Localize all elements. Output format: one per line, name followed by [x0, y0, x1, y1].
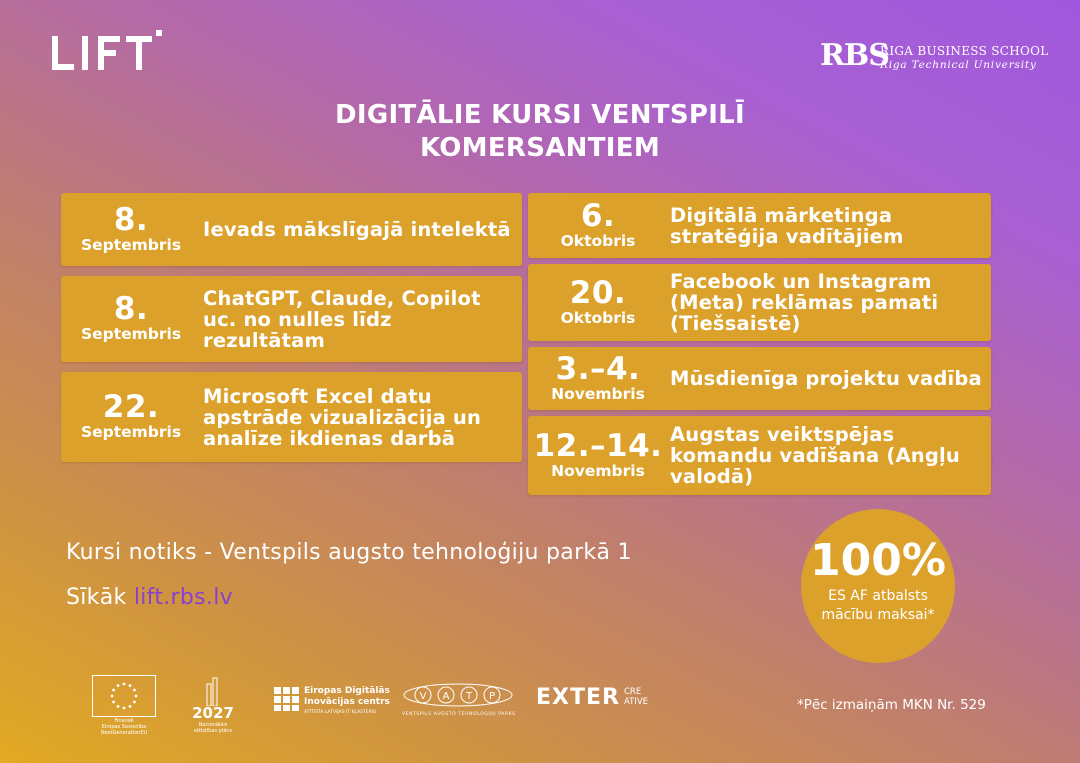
course-date: 6. Oktobris: [528, 193, 668, 258]
support-badge: 100% ES AF atbalsts mācību maksai*: [801, 509, 955, 663]
course-card: 8. Septembris Ievads mākslīgajā intelekt…: [61, 193, 522, 266]
national-plan-caption: Nacionālais attīstības plāns: [184, 722, 242, 734]
vatp-letter: A: [443, 691, 450, 702]
course-card: 20. Oktobris Facebook un Instagram (Meta…: [528, 264, 991, 341]
course-date: 3.–4. Novembris: [528, 347, 668, 410]
support-text-line-1: ES AF atbalsts: [828, 588, 928, 604]
vatp-logo: V A T P VENTSPILS AUGSTO TEHNOLOĢIJU PAR…: [402, 682, 516, 718]
eu-flag-icon: [92, 675, 156, 717]
page-title-line-2: KOMERSANTIEM: [420, 133, 660, 163]
course-month: Novembris: [551, 461, 645, 480]
course-title: Mūsdienīga projektu vadība: [670, 367, 982, 390]
vatp-letters-icon: V A T P: [403, 683, 513, 707]
support-percent: 100%: [810, 535, 946, 586]
page-title: DIGITĀLIE KURSI VENTSPILĪ KOMERSANTIEM: [240, 99, 840, 165]
edih-subtitle: ATTĪSTĪA LATVIJAS IT KLASTERIS: [304, 710, 376, 715]
eu-funding-logo: Finansē Eiropas Savienība NextGeneration…: [92, 675, 156, 736]
edih-grid-icon: [274, 687, 299, 711]
national-plan-bars-icon: [206, 677, 218, 707]
edih-logo: Eiropas Digitālās Inovācijas centrs ATTĪ…: [274, 686, 404, 718]
course-month: Septembris: [80, 325, 182, 343]
course-day: 12.–14.: [533, 427, 663, 464]
enter-word: EXTER: [536, 685, 620, 710]
venue-text: Kursi notiks - Ventspils augsto tehnoloģ…: [66, 540, 632, 565]
course-card: 6. Oktobris Digitālā mārketinga stratēģi…: [528, 193, 991, 258]
course-date: 12.–14. Novembris: [528, 416, 668, 495]
support-text: ES AF atbalsts mācību maksai*: [811, 587, 945, 625]
more-info-label: Sīkāk: [66, 585, 127, 610]
course-title: Facebook un Instagram (Meta) reklāmas pa…: [670, 270, 939, 335]
course-date: 20. Oktobris: [528, 264, 668, 341]
course-card: 12.–14. Novembris Augstas veiktspējas ko…: [528, 416, 991, 495]
lift-logo-mark: [52, 30, 162, 70]
course-card: 3.–4. Novembris Mūsdienīga projektu vadī…: [528, 347, 991, 410]
national-plan-year: 2027: [192, 704, 234, 722]
vatp-letter: T: [465, 691, 473, 702]
eu-caption-2: Eiropas Savienība: [101, 724, 147, 730]
course-month: Septembris: [80, 235, 182, 254]
course-title: ChatGPT, Claude, Copilot uc. no nulles l…: [203, 286, 481, 352]
rbs-logo: RBS RIGA BUSINESS SCHOOL Riga Technical …: [820, 38, 1048, 74]
enter-ative: ATIVE: [624, 697, 649, 707]
course-month: Novembris: [551, 384, 645, 403]
course-month: Oktobris: [560, 231, 636, 250]
lift-logo: [50, 30, 168, 74]
national-plan-caption-2: attīstības plāns: [193, 728, 233, 734]
course-card: 22. Septembris Microsoft Excel datu apst…: [61, 372, 522, 462]
vatp-letter: P: [489, 691, 495, 702]
course-day: 20.: [569, 274, 627, 311]
course-date: 22. Septembris: [61, 372, 201, 462]
course-date: 8. Septembris: [61, 276, 201, 362]
course-title: Microsoft Excel datu apstrāde vizualizāc…: [203, 384, 482, 450]
footnote: *Pēc izmaiņām MKN Nr. 529: [797, 697, 986, 713]
page-title-line-1: DIGITĀLIE KURSI VENTSPILĪ: [334, 100, 746, 130]
course-day: 3.–4.: [555, 350, 641, 387]
course-month: Oktobris: [560, 308, 636, 327]
course-day: 6.: [580, 197, 616, 234]
vatp-letter: V: [420, 691, 427, 702]
rbs-logo-subtitle: Riga Technical University: [880, 59, 1037, 71]
edih-line-1: Eiropas Digitālās: [304, 686, 390, 696]
website-link[interactable]: lift.rbs.lv: [133, 585, 233, 610]
enter-cre: CRE: [624, 687, 642, 697]
rbs-logo-name: RIGA BUSINESS SCHOOL: [880, 44, 1049, 58]
national-plan-logo: 2027 Nacionālais attīstības plāns: [188, 676, 238, 734]
more-info: Sīkāk lift.rbs.lv: [66, 585, 233, 610]
enter-creative-logo: EXTER CRE ATIVE: [536, 685, 649, 713]
course-day: 8.: [113, 201, 149, 238]
course-card: 8. Septembris ChatGPT, Claude, Copilot u…: [61, 276, 522, 362]
eu-caption-1: Finansē: [114, 718, 134, 724]
rbs-logo-mark: RBS: [820, 38, 890, 73]
course-day: 22.: [102, 389, 160, 425]
course-title: Ievads mākslīgajā intelektā: [203, 218, 511, 241]
vatp-caption: VENTSPILS AUGSTO TEHNOLOĢIJU PARKS: [402, 712, 516, 717]
course-month: Septembris: [80, 423, 182, 441]
course-title: Digitālā mārketinga stratēģija vadītājie…: [670, 203, 904, 248]
course-title: Augstas veiktspējas komandu vadīšana (An…: [670, 423, 960, 488]
course-day: 8.: [113, 291, 149, 327]
edih-line-2: Inovācijas centrs: [304, 697, 390, 707]
course-date: 8. Septembris: [61, 193, 201, 266]
support-text-line-2: mācību maksai*: [821, 607, 935, 623]
eu-caption-3: NextGenerationEU: [100, 730, 148, 736]
national-plan-caption-1: Nacionālais: [198, 722, 228, 728]
